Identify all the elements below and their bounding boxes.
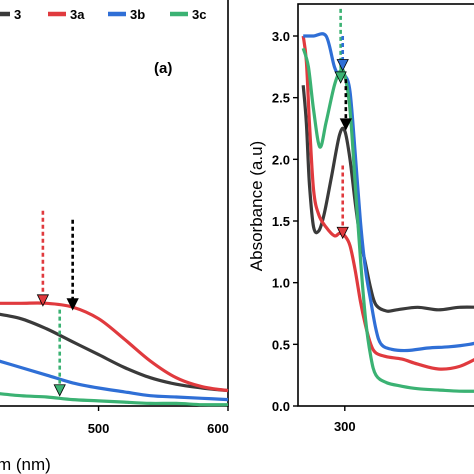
- panel-a: 500 600 m (nm) (a) 3 3a 3b 3c: [0, 0, 229, 474]
- arrow-head-a0: [36, 294, 50, 307]
- y-tick-label-2: 1.0: [272, 276, 290, 291]
- arrow-head-b3: [336, 226, 349, 240]
- legend-label-3: 3: [14, 7, 21, 22]
- legend-label-3b: 3b: [130, 7, 145, 22]
- x-axis-label: m (nm): [0, 455, 51, 474]
- y-tick-label-1: 0.5: [272, 337, 290, 352]
- arrow-head-b2: [339, 118, 352, 131]
- series-line-3b: [0, 359, 229, 402]
- series-line-3a: [301, 35, 474, 371]
- arrow-head-a2: [53, 384, 66, 397]
- y-tick-label-5: 2.5: [272, 91, 290, 106]
- series-line-3c: [0, 392, 229, 407]
- x-tick-label-600: 600: [207, 421, 229, 436]
- x-tick-label-b-300: 300: [334, 419, 356, 434]
- y-tick-label-0: 0.0: [272, 399, 290, 414]
- arrow-head-b0: [334, 71, 347, 84]
- y-tick-label-6: 3.0: [272, 29, 290, 44]
- y-tick-label-4: 2.0: [272, 152, 290, 167]
- legend-label-3a: 3a: [70, 7, 85, 22]
- series-line-3: [0, 312, 229, 393]
- series-line-3b: [303, 32, 474, 353]
- series-line-3a: [0, 301, 229, 393]
- panel-a-frame: [0, 0, 229, 407]
- panel-b-frame: [297, 3, 474, 407]
- y-tick-label-3: 1.5: [272, 214, 290, 229]
- arrow-head-a1: [66, 298, 79, 311]
- panel-b: 0.0 0.5 1.0 1.5 2.0 2.5 3.0 300 Absorbance (a.u): [247, 3, 474, 434]
- panel-label: (a): [154, 60, 172, 77]
- series-line-3c: [301, 47, 474, 393]
- arrow-head-b1: [336, 59, 349, 72]
- y-axis-label: Absorbance (a.u): [247, 141, 266, 271]
- series-line-3: [301, 85, 474, 313]
- x-tick-label-500: 500: [88, 421, 110, 436]
- legend-label-3c: 3c: [192, 7, 206, 22]
